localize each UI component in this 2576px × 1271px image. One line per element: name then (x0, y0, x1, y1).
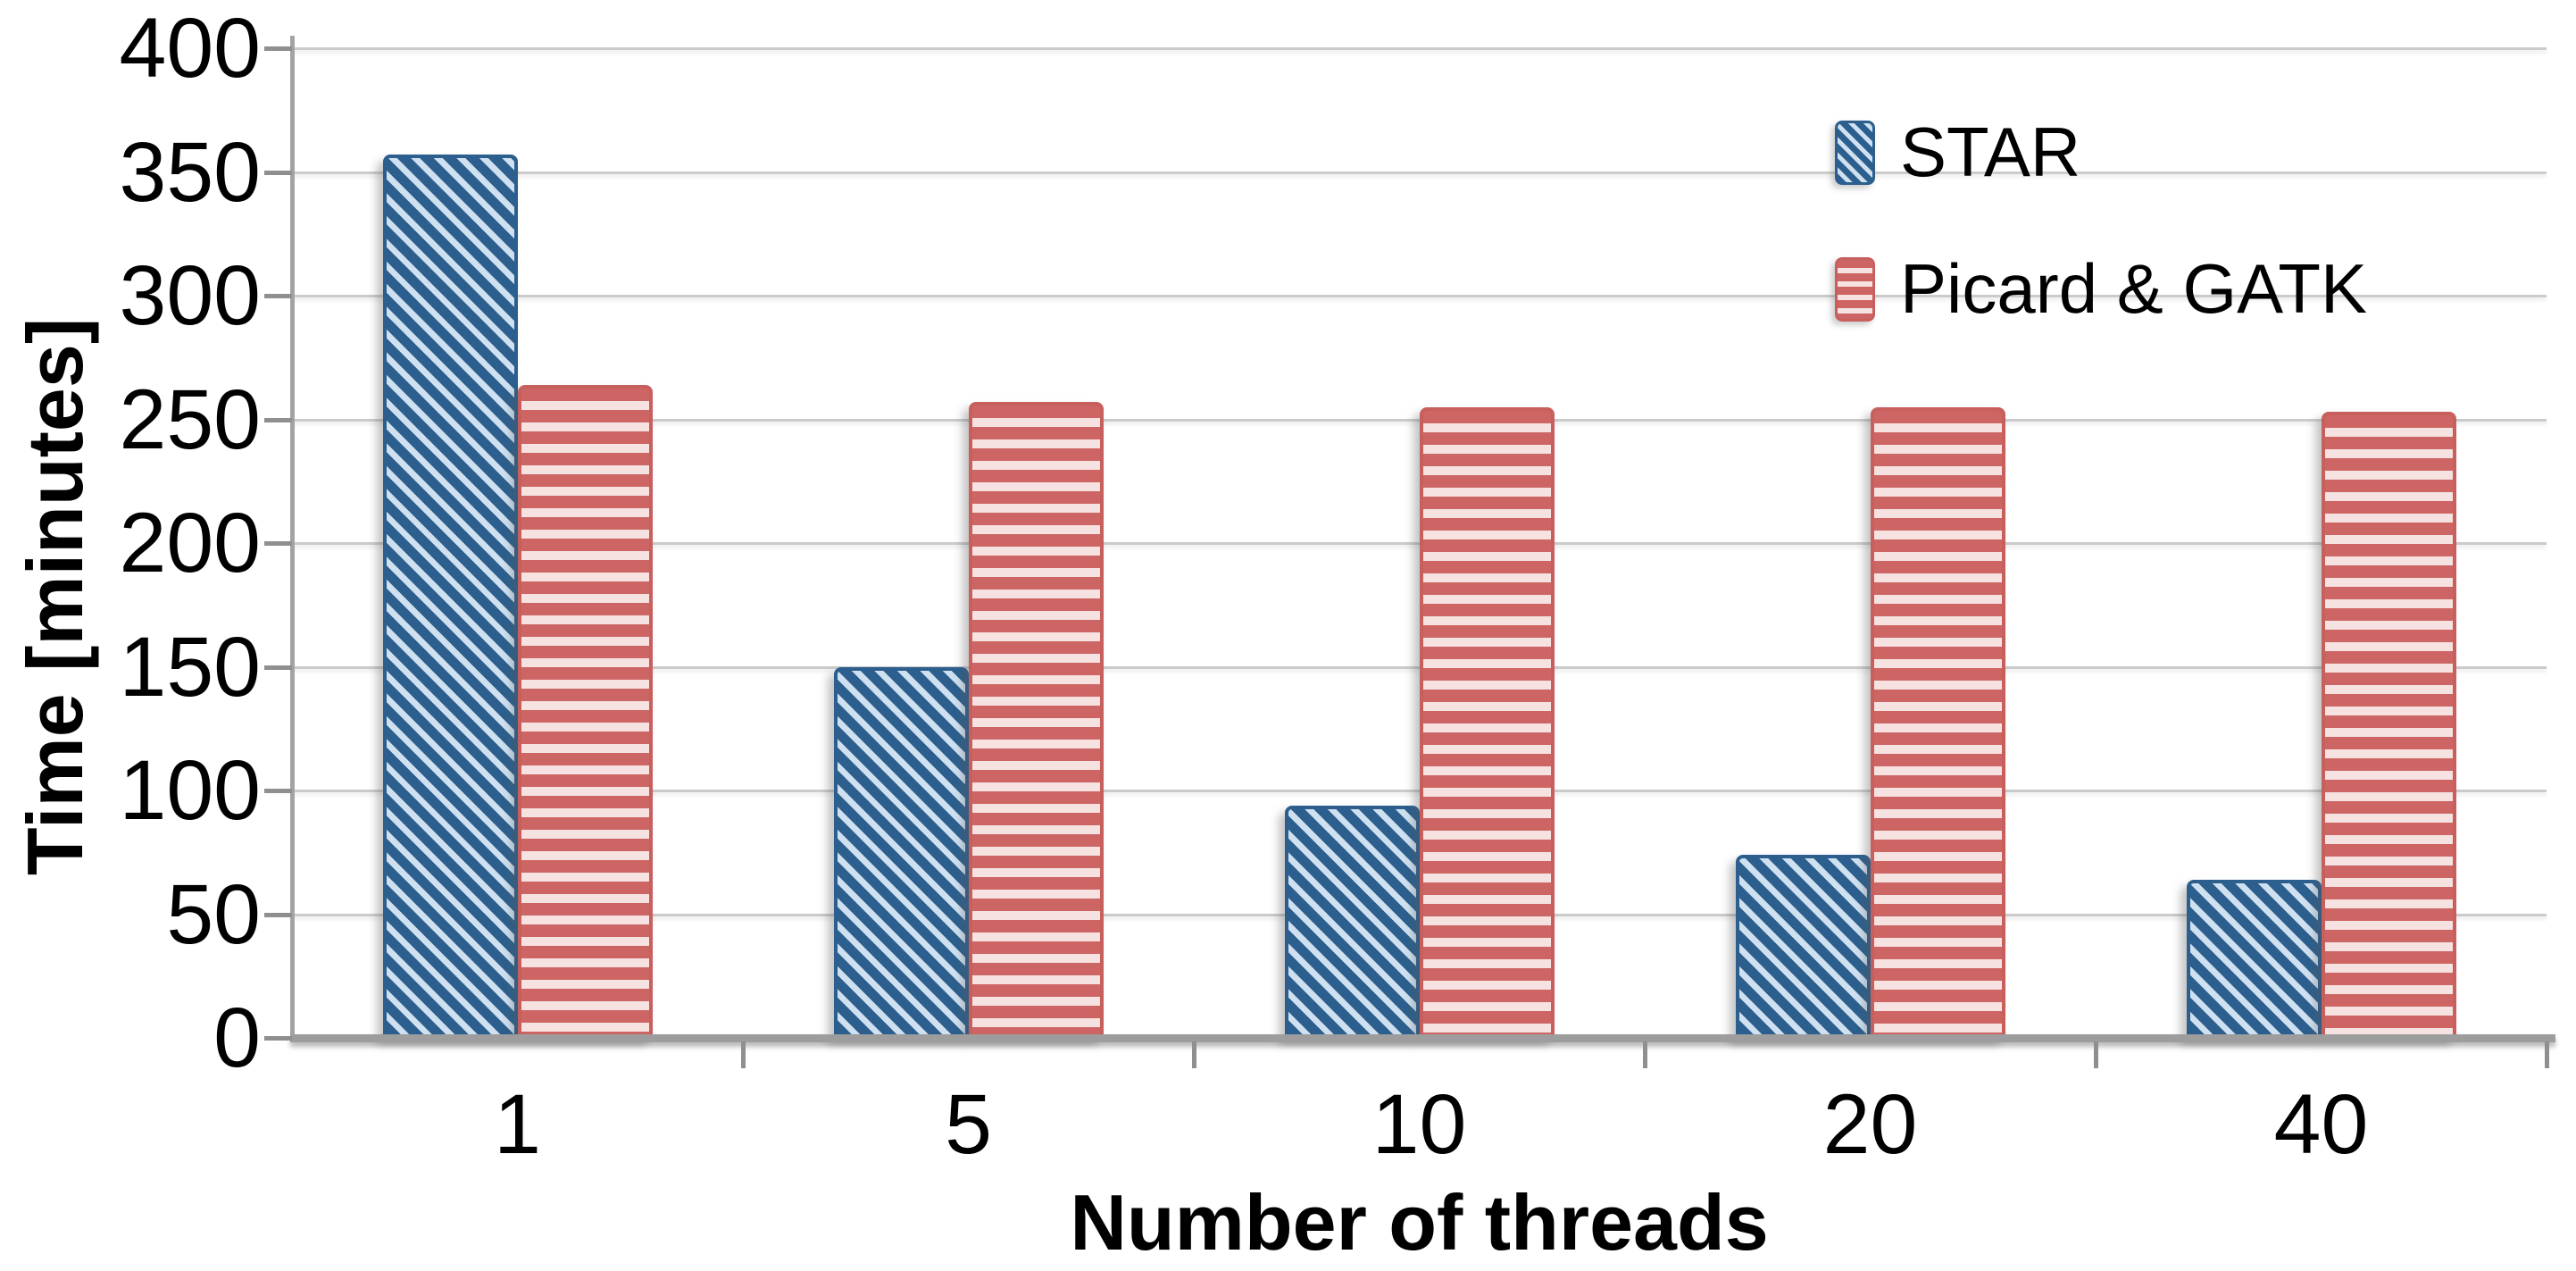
gridline-350 (292, 171, 2547, 174)
gridline-400 (292, 47, 2547, 50)
bar-star-20 (1735, 855, 1871, 1038)
bar-star-5 (833, 666, 969, 1038)
y-tick-label-100: 100 (119, 743, 261, 838)
star-hatch-swatch-icon (1835, 120, 1875, 185)
y-axis-line (290, 36, 295, 1042)
y-tick-label-350: 350 (119, 124, 261, 220)
y-axis-tick-200 (264, 541, 292, 546)
x-tick-label-10: 10 (1371, 1077, 1467, 1172)
y-axis-tick-300 (264, 294, 292, 298)
legend-item-star: STAR (1835, 112, 2080, 193)
bar-picard-gatk-40 (2321, 412, 2456, 1038)
y-tick-label-150: 150 (119, 619, 261, 715)
x-axis-tick-1 (740, 1041, 746, 1068)
bar-picard-gatk-1 (517, 384, 653, 1038)
x-tick-label-40: 40 (2273, 1077, 2369, 1172)
x-axis-tick-5 (2544, 1041, 2549, 1068)
y-tick-label-0: 0 (213, 991, 261, 1085)
x-axis-tick-4 (2093, 1041, 2098, 1068)
y-axis-tick-150 (264, 665, 292, 670)
y-axis-tick-350 (264, 170, 292, 175)
bar-star-10 (1284, 805, 1420, 1038)
y-tick-label-250: 250 (119, 372, 261, 467)
bar-picard-gatk-10 (1419, 406, 1555, 1038)
legend-item-picard-gatk: Picard & GATK (1835, 248, 2367, 330)
x-tick-label-20: 20 (1822, 1077, 1918, 1172)
picard-stripes-swatch-icon (1835, 256, 1875, 322)
y-axis-tick-0 (264, 1036, 292, 1041)
x-tick-label-1: 1 (494, 1077, 541, 1172)
x-axis-tick-3 (1642, 1041, 1647, 1068)
y-tick-label-400: 400 (119, 1, 261, 96)
x-axis-line (290, 1034, 2555, 1042)
y-axis-tick-400 (264, 46, 292, 51)
y-tick-label-50: 50 (166, 866, 261, 962)
legend-label-picard-gatk: Picard & GATK (1900, 249, 2368, 328)
x-axis-tick-2 (1191, 1041, 1196, 1068)
bar-picard-gatk-5 (968, 402, 1104, 1038)
y-axis-tick-50 (264, 912, 292, 917)
gridline-300 (292, 295, 2547, 297)
y-tick-label-200: 200 (119, 496, 261, 590)
y-axis-tick-100 (264, 789, 292, 793)
y-axis-tick-250 (264, 417, 292, 422)
y-tick-label-300: 300 (119, 248, 261, 343)
bar-star-1 (382, 155, 518, 1038)
bar-picard-gatk-20 (1870, 406, 2005, 1038)
bar-star-40 (2186, 879, 2322, 1038)
legend-label-star: STAR (1900, 113, 2081, 191)
y-axis-title: Time [minutes] (11, 317, 99, 876)
x-tick-label-5: 5 (945, 1077, 992, 1172)
x-axis-title: Number of threads (1070, 1178, 1769, 1267)
